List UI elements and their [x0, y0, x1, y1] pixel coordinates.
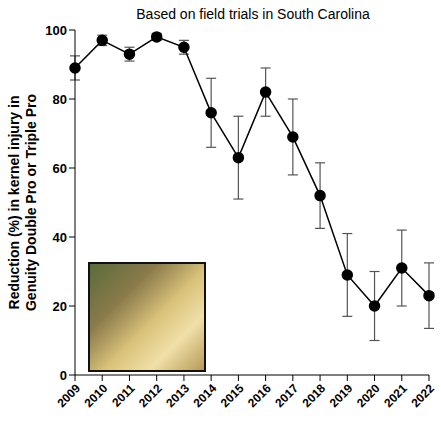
svg-text:80: 80 [53, 92, 67, 107]
svg-text:2021: 2021 [381, 381, 410, 410]
svg-text:2018: 2018 [299, 381, 328, 410]
svg-text:2016: 2016 [245, 381, 274, 410]
svg-text:2009: 2009 [54, 381, 83, 410]
svg-text:2015: 2015 [218, 381, 247, 410]
svg-text:2012: 2012 [136, 381, 165, 410]
svg-text:0: 0 [60, 368, 67, 383]
svg-text:40: 40 [53, 230, 67, 245]
svg-text:60: 60 [53, 161, 67, 176]
svg-text:2020: 2020 [354, 381, 383, 410]
svg-text:2022: 2022 [408, 381, 437, 410]
svg-text:2010: 2010 [82, 381, 111, 410]
svg-text:100: 100 [45, 23, 67, 38]
svg-text:Reduction (%) in kernel injury: Reduction (%) in kernel injury inGenuity… [6, 94, 39, 311]
html-text:Based on field trials in South: Based on field trials in South Carolina [136, 6, 370, 22]
svg-text:20: 20 [53, 299, 67, 314]
svg-text:2011: 2011 [109, 381, 138, 410]
svg-text:2013: 2013 [163, 381, 192, 410]
svg-text:2017: 2017 [272, 381, 301, 410]
svg-text:2014: 2014 [191, 381, 220, 410]
svg-text:2019: 2019 [327, 381, 356, 410]
